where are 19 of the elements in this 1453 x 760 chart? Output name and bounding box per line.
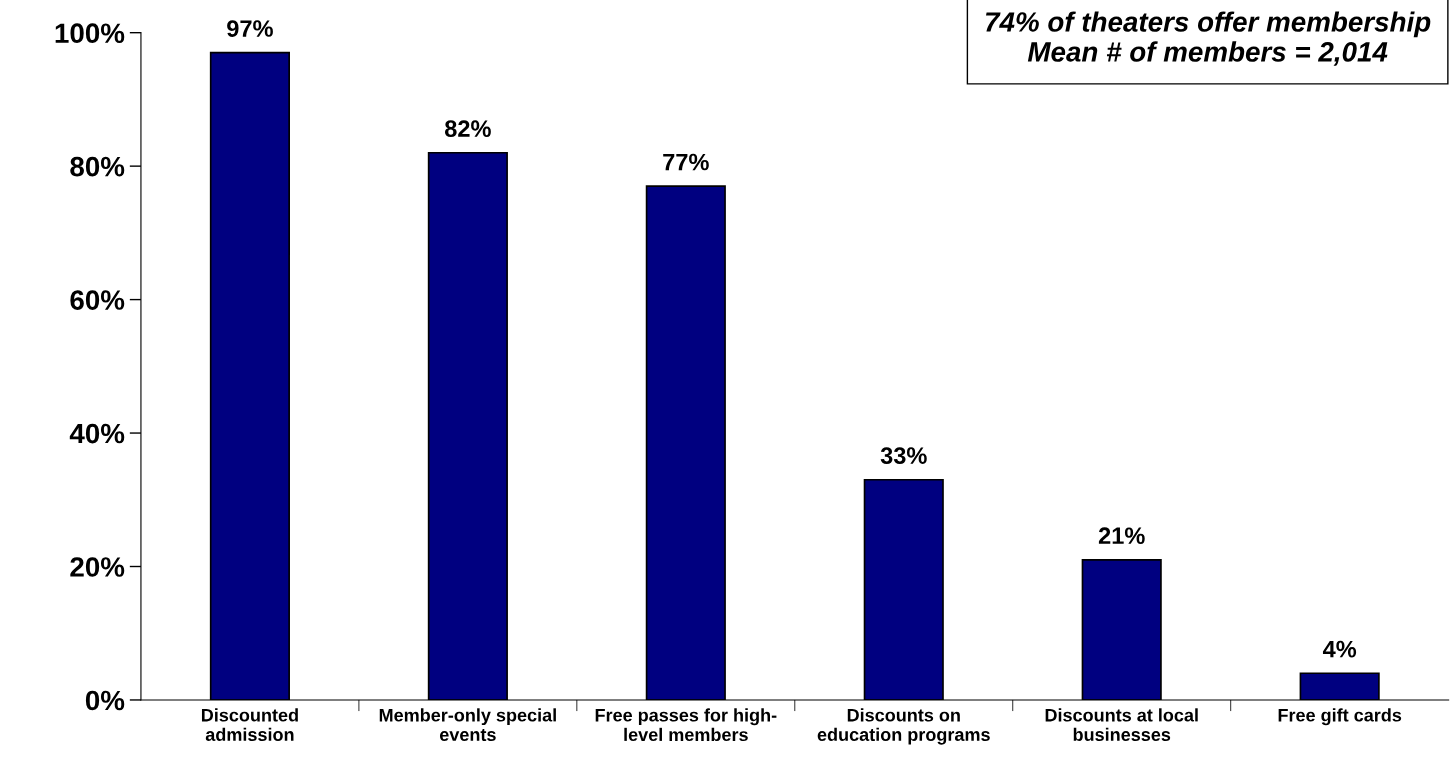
x-tick-label: Discounts on education programs bbox=[817, 708, 990, 745]
x-tick-label: Free gift cards bbox=[1278, 708, 1402, 726]
x-tick-label: Discounted admission bbox=[201, 708, 298, 741]
y-tick-label: 20% bbox=[70, 557, 125, 577]
x-tick-label: Discounts at local businesses bbox=[1045, 708, 1198, 741]
data-label: 4% bbox=[1322, 640, 1357, 658]
y-tick-label: 60% bbox=[70, 290, 125, 310]
x-tick-label: Free passes for high- level members bbox=[595, 708, 777, 742]
data-label: 33% bbox=[880, 447, 927, 465]
y-tick-label: 100% bbox=[55, 23, 125, 44]
data-label: 21% bbox=[1098, 527, 1145, 545]
y-tick-label: 40% bbox=[69, 423, 125, 444]
x-tick-label: Member-only special events bbox=[379, 708, 556, 741]
annotation: 74% of theaters offer membership Mean # of members = 2,014 bbox=[986, 11, 1431, 66]
data-label: 77% bbox=[663, 153, 709, 171]
data-label: 97% bbox=[227, 20, 273, 37]
data-label: 82% bbox=[444, 120, 491, 138]
y-tick-label: 0% bbox=[85, 690, 125, 711]
y-tick-label: 80% bbox=[70, 156, 125, 177]
